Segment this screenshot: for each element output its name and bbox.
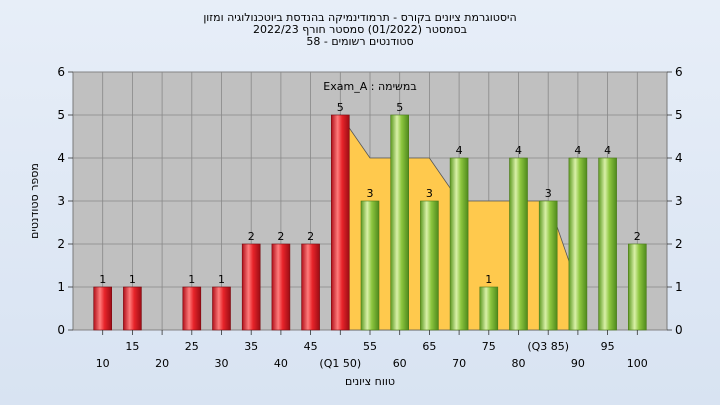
bar-35	[241, 243, 261, 331]
y-tick-label-left: 1	[57, 280, 65, 294]
bar-75	[479, 286, 499, 331]
chart-subtitle-semester: בסמסטר (01/2022) סמסטר חורף 2022/23	[253, 23, 467, 36]
y-tick-label-left: 3	[57, 194, 65, 208]
x-tick-label: 10	[96, 357, 110, 370]
bar-value-label: 2	[248, 230, 255, 243]
bar-55	[360, 200, 380, 331]
y-tick-label-right: 0	[675, 323, 683, 337]
bar-value-label: 4	[574, 144, 581, 157]
x-tick-label: 70	[452, 357, 466, 370]
exam-annotation: Exam_A : במשימה	[323, 80, 416, 93]
x-tick-label: 60	[393, 357, 407, 370]
x-tick-label: 90	[571, 357, 585, 370]
bar-50	[330, 114, 350, 331]
x-tick-label: 100	[627, 357, 648, 370]
bar-95	[598, 157, 617, 331]
bar-value-label: 2	[277, 230, 284, 243]
bar-value-label: 5	[396, 101, 403, 114]
y-tick-label-right: 6	[675, 65, 683, 79]
y-tick-label-left: 2	[57, 237, 65, 251]
chart-subtitle-students: 58 - סטודנטים רשומים	[306, 35, 414, 48]
x-tick-label: (Q3 85)	[527, 340, 569, 353]
bar-80	[509, 157, 528, 331]
bar-value-label: 4	[456, 144, 463, 157]
x-tick-label: 30	[215, 357, 229, 370]
x-tick-label: 95	[601, 340, 615, 353]
x-axis-label: טווח ציונים	[345, 375, 395, 388]
bar-value-label: 2	[307, 230, 314, 243]
y-tick-label-left: 5	[57, 108, 65, 122]
x-tick-label: 20	[155, 357, 169, 370]
x-tick-label: 15	[125, 340, 139, 353]
bar-60	[390, 114, 410, 331]
bar-value-label: 2	[634, 230, 641, 243]
x-tick-label: 35	[244, 340, 258, 353]
bar-value-label: 3	[367, 187, 374, 200]
y-tick-label-left: 0	[57, 323, 65, 337]
bar-value-label: 4	[604, 144, 611, 157]
x-tick-label: 55	[363, 340, 377, 353]
x-axis: 10 15 20 25 30 35 40 45(Q1 50)55 60 65 70 75 80(Q3 8…	[96, 330, 648, 370]
bar-65	[420, 200, 439, 331]
bar-30	[212, 286, 231, 331]
bar-25	[182, 286, 202, 331]
x-tick-label: 65	[422, 340, 436, 353]
bar-90	[568, 157, 588, 331]
bar-85	[538, 200, 558, 331]
bar-value-label: 3	[545, 187, 552, 200]
x-tick-label: 25	[185, 340, 199, 353]
y-axis-label: מספר סטודנטים	[28, 163, 41, 239]
y-axis-right: 0 1 2 3 4 5 6	[667, 65, 683, 337]
x-tick-label: (Q1 50)	[319, 357, 361, 370]
y-tick-label-right: 2	[675, 237, 683, 251]
bar-70	[449, 157, 469, 331]
bar-value-label: 1	[129, 273, 136, 286]
y-tick-label-right: 5	[675, 108, 683, 122]
y-tick-label-right: 1	[675, 280, 683, 294]
x-tick-label: 45	[304, 340, 318, 353]
x-tick-label: 75	[482, 340, 496, 353]
bars-group: 1 1 1 1 2 2 2 5 3 5 3 4 1 4 3 4 4 2	[93, 101, 647, 331]
chart-title: היסטוגרמת ציונים בקורס - תרמודינמיקה בהנ…	[203, 11, 517, 24]
bar-value-label: 1	[218, 273, 225, 286]
y-axis-left: 0 1 2 3 4 5 6	[57, 65, 73, 337]
bar-100	[627, 243, 647, 331]
x-tick-label: 80	[512, 357, 526, 370]
bar-45	[301, 243, 320, 331]
bar-value-label: 1	[99, 273, 106, 286]
bar-value-label: 5	[337, 101, 344, 114]
bar-value-label: 4	[515, 144, 522, 157]
bar-value-label: 1	[485, 273, 492, 286]
bar-40	[271, 243, 291, 331]
bar-value-label: 3	[426, 187, 433, 200]
y-tick-label-right: 3	[675, 194, 683, 208]
bar-10	[93, 286, 112, 331]
y-tick-label-left: 6	[57, 65, 65, 79]
x-tick-label: 40	[274, 357, 288, 370]
bar-15	[123, 286, 142, 331]
bar-value-label: 1	[188, 273, 195, 286]
y-tick-label-right: 4	[675, 151, 683, 165]
y-tick-label-left: 4	[57, 151, 65, 165]
